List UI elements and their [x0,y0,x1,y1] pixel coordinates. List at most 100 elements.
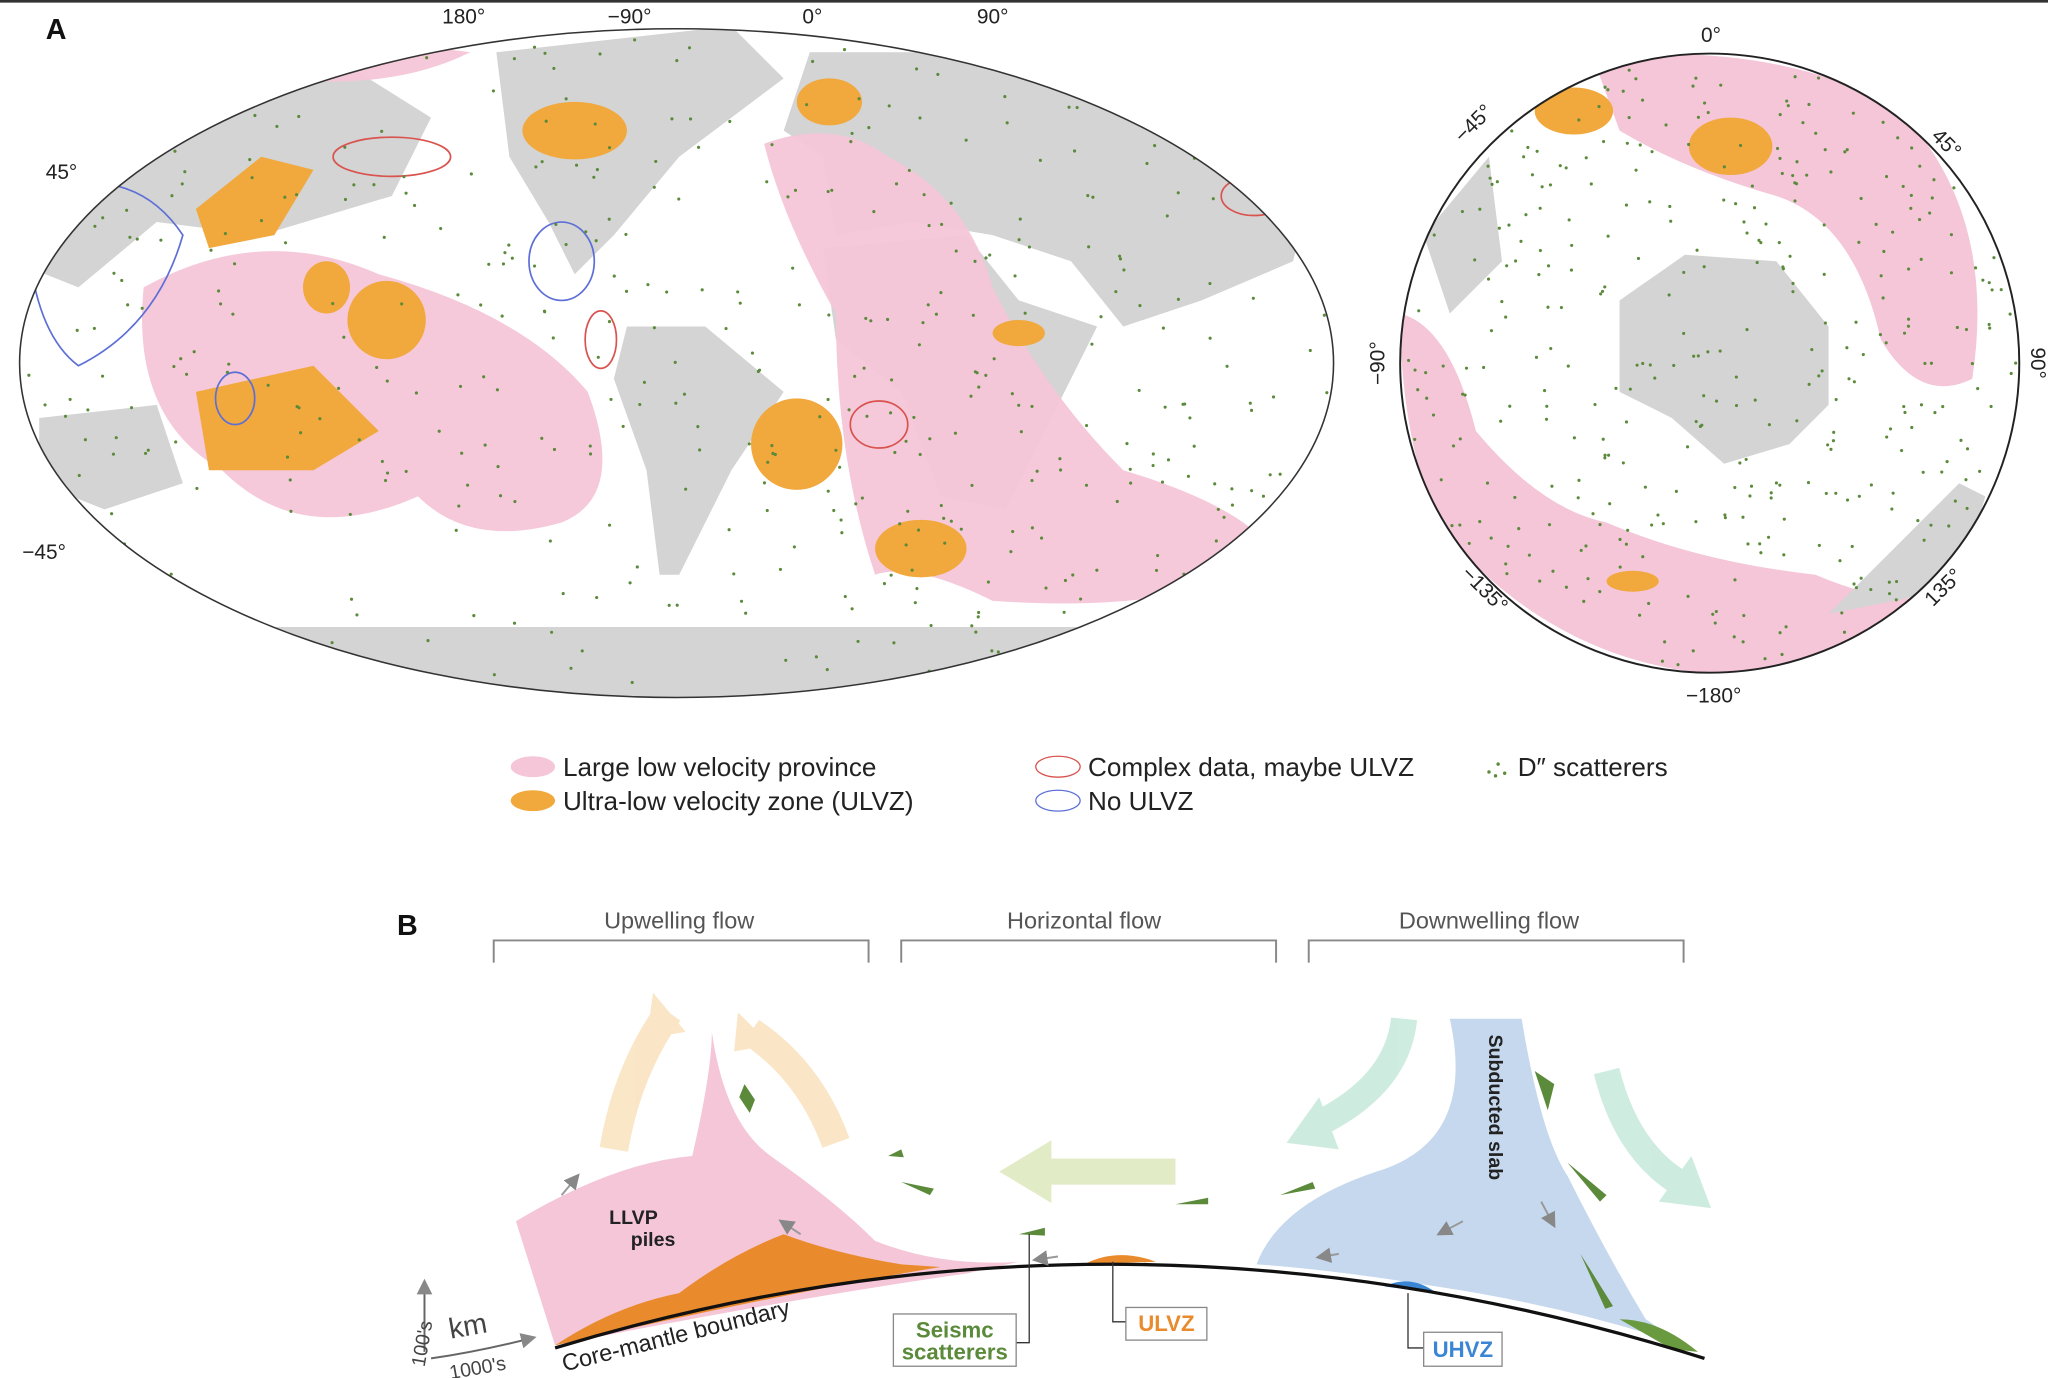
scatterer-dot [128,235,132,239]
scatterer-dot [847,408,851,412]
scatterer-dot [889,573,893,577]
flow-label: Downwelling flow [1399,908,1580,934]
scatterer-dot [1748,494,1752,498]
shape [1593,54,1978,387]
shape [1315,1247,1339,1263]
scatterer-dot [1882,249,1886,254]
scatterer-dot [195,486,199,490]
scatterer-dot [1579,548,1583,552]
scatterer-dot [352,183,356,187]
shape [1423,156,1503,314]
scatterer-dot [1460,209,1464,214]
scatterer-dot [1505,264,1509,268]
scatterer-dot [1638,143,1642,147]
scatterer-dot [1752,206,1757,210]
scatterer-dot [1009,550,1013,554]
scatterer-dot [652,185,656,189]
scatterer-dot [1030,478,1034,483]
scatterer-dot [1253,605,1257,609]
scatterer-dot [129,406,134,410]
scatterer-dot [143,451,148,455]
scatterer-dot [843,594,847,599]
scatterer-dot [1058,457,1062,461]
shape [1493,774,1498,778]
scatterer-dot [840,531,844,535]
scatterer-dot [1564,166,1568,170]
scatterer-dot [1145,161,1149,166]
scatterer-dot [1564,585,1568,589]
scatterer-dot [608,523,612,527]
scatterer-dot [1682,270,1686,274]
scatterer-dot [500,314,504,318]
scatterer-dot [1734,202,1738,206]
scatterer-dot [1598,590,1602,594]
scatterer-dot [770,143,774,147]
scatterer-dot [217,289,221,293]
scatterer-dot [1274,674,1278,678]
scatterer-dot [112,271,116,275]
scatterer-dot [414,391,419,395]
shape [742,1019,850,1148]
scatterer-dot [1071,573,1075,577]
scatterer-dot [83,438,87,442]
scatterer-dot [1845,498,1850,502]
scatterer-dot [917,343,921,347]
scatterer-dot [1497,226,1501,230]
scatterer-dot [295,404,299,409]
scatterer-dot [28,261,32,266]
scatterer-dot [1857,240,1861,244]
scatterer-dot [857,97,861,101]
scatterer-dot [1663,640,1667,644]
scatterer-dot [996,650,1000,654]
scatterer-dot [1095,568,1099,572]
scatterer-dot [184,372,189,376]
scatterer-dot [826,489,830,493]
scatterer-dot [646,283,650,287]
scatterer-dot [1734,375,1738,379]
scatterer-dot [926,303,930,307]
scatterer-dot [1923,361,1927,366]
scatterer-dot [1030,526,1034,530]
scatterer-dot [253,113,257,118]
scatterer-dot [1723,516,1727,520]
scatterer-dot [1838,559,1842,563]
scatterer-dot [922,193,926,197]
shape [347,280,426,360]
scatterer-dot [1067,105,1071,109]
scatterer-dot [135,237,139,241]
scatterer-dot [849,140,853,144]
scatterer-dot [1197,654,1201,659]
scatterer-dot [834,448,838,452]
scatterer-dot [1778,156,1782,160]
scatterer-dot [86,408,90,412]
scatterer-dot [949,519,953,523]
scatterer-dot [1807,102,1811,107]
scatterer-dot [1570,243,1574,248]
scatterer-dot [540,436,544,440]
scatterer-dot [757,368,762,372]
scatterer-dot [1698,424,1702,429]
scatterer-dot [1032,655,1036,659]
scatterer-dot [1211,197,1215,201]
scatterer-dot [1817,543,1821,547]
scatterer-dot [564,242,568,247]
scatterer-dot [318,417,322,421]
scatterer-dot [1321,171,1326,175]
shape [751,398,843,490]
scatterer-dot [1577,118,1581,122]
scatterer-dot [125,208,129,212]
scatterer-dot [491,89,495,93]
scatterer-dot [1744,457,1748,461]
shape [1487,770,1491,774]
scatterer-dot [913,601,917,605]
scatterer-dot [1035,469,1039,473]
scatterer-dot [1851,111,1855,115]
scatterer-dot [773,452,777,457]
scatterer-dot [137,108,141,112]
scatterer-dot [915,586,919,591]
scatterer-dot [988,253,992,257]
scatterer-dot [248,158,252,162]
scatterer-dot [1810,348,1814,352]
scatterer-dot [949,201,953,205]
shape [1619,1319,1698,1352]
